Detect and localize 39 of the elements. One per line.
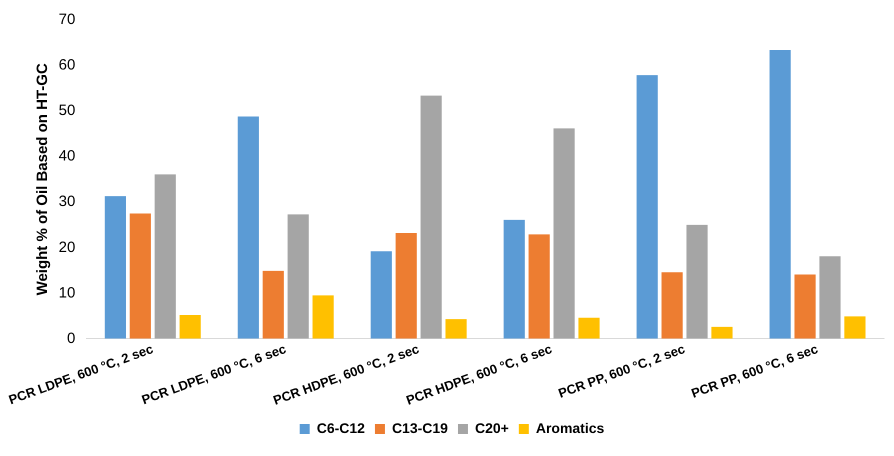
bar <box>180 314 201 339</box>
legend-label: C20+ <box>474 420 509 436</box>
legend-label: Aromatics <box>536 420 605 436</box>
y-tick-label: 20 <box>58 238 76 256</box>
y-tick-label: 50 <box>58 102 76 120</box>
y-tick-label: 10 <box>58 284 76 302</box>
bar <box>104 196 126 339</box>
bar <box>636 75 658 339</box>
bar <box>130 213 151 339</box>
bar <box>504 220 525 339</box>
x-tick-label: PCR PP, 600 °C, 6 sec <box>689 341 820 401</box>
bar <box>420 96 442 339</box>
bar <box>686 224 708 339</box>
bar <box>711 326 733 339</box>
bar <box>554 128 575 339</box>
bar <box>288 214 309 339</box>
legend-label: C6-C12 <box>316 420 366 436</box>
y-tick-label: 60 <box>58 56 76 74</box>
bar <box>770 50 791 339</box>
y-axis-title: Weight % of Oil Based on HT-GC <box>34 63 51 296</box>
bar <box>578 318 600 339</box>
bar <box>794 274 816 339</box>
bar <box>844 316 866 339</box>
bar <box>154 174 176 339</box>
y-tick-label: 0 <box>66 330 76 347</box>
bar <box>445 319 467 339</box>
y-tick-label: 40 <box>58 148 76 165</box>
bar <box>819 256 841 339</box>
bar <box>528 234 550 339</box>
y-tick-label: 70 <box>58 11 76 28</box>
bar <box>370 251 392 339</box>
y-tick-label: 30 <box>58 193 76 210</box>
bar <box>312 295 334 339</box>
bar <box>662 272 683 339</box>
x-tick-label: PCR PP, 600 °C, 2 sec <box>556 341 687 401</box>
legend-label: C13-C19 <box>392 420 448 436</box>
bar <box>238 116 259 339</box>
bar <box>396 233 417 339</box>
bar <box>262 270 284 339</box>
